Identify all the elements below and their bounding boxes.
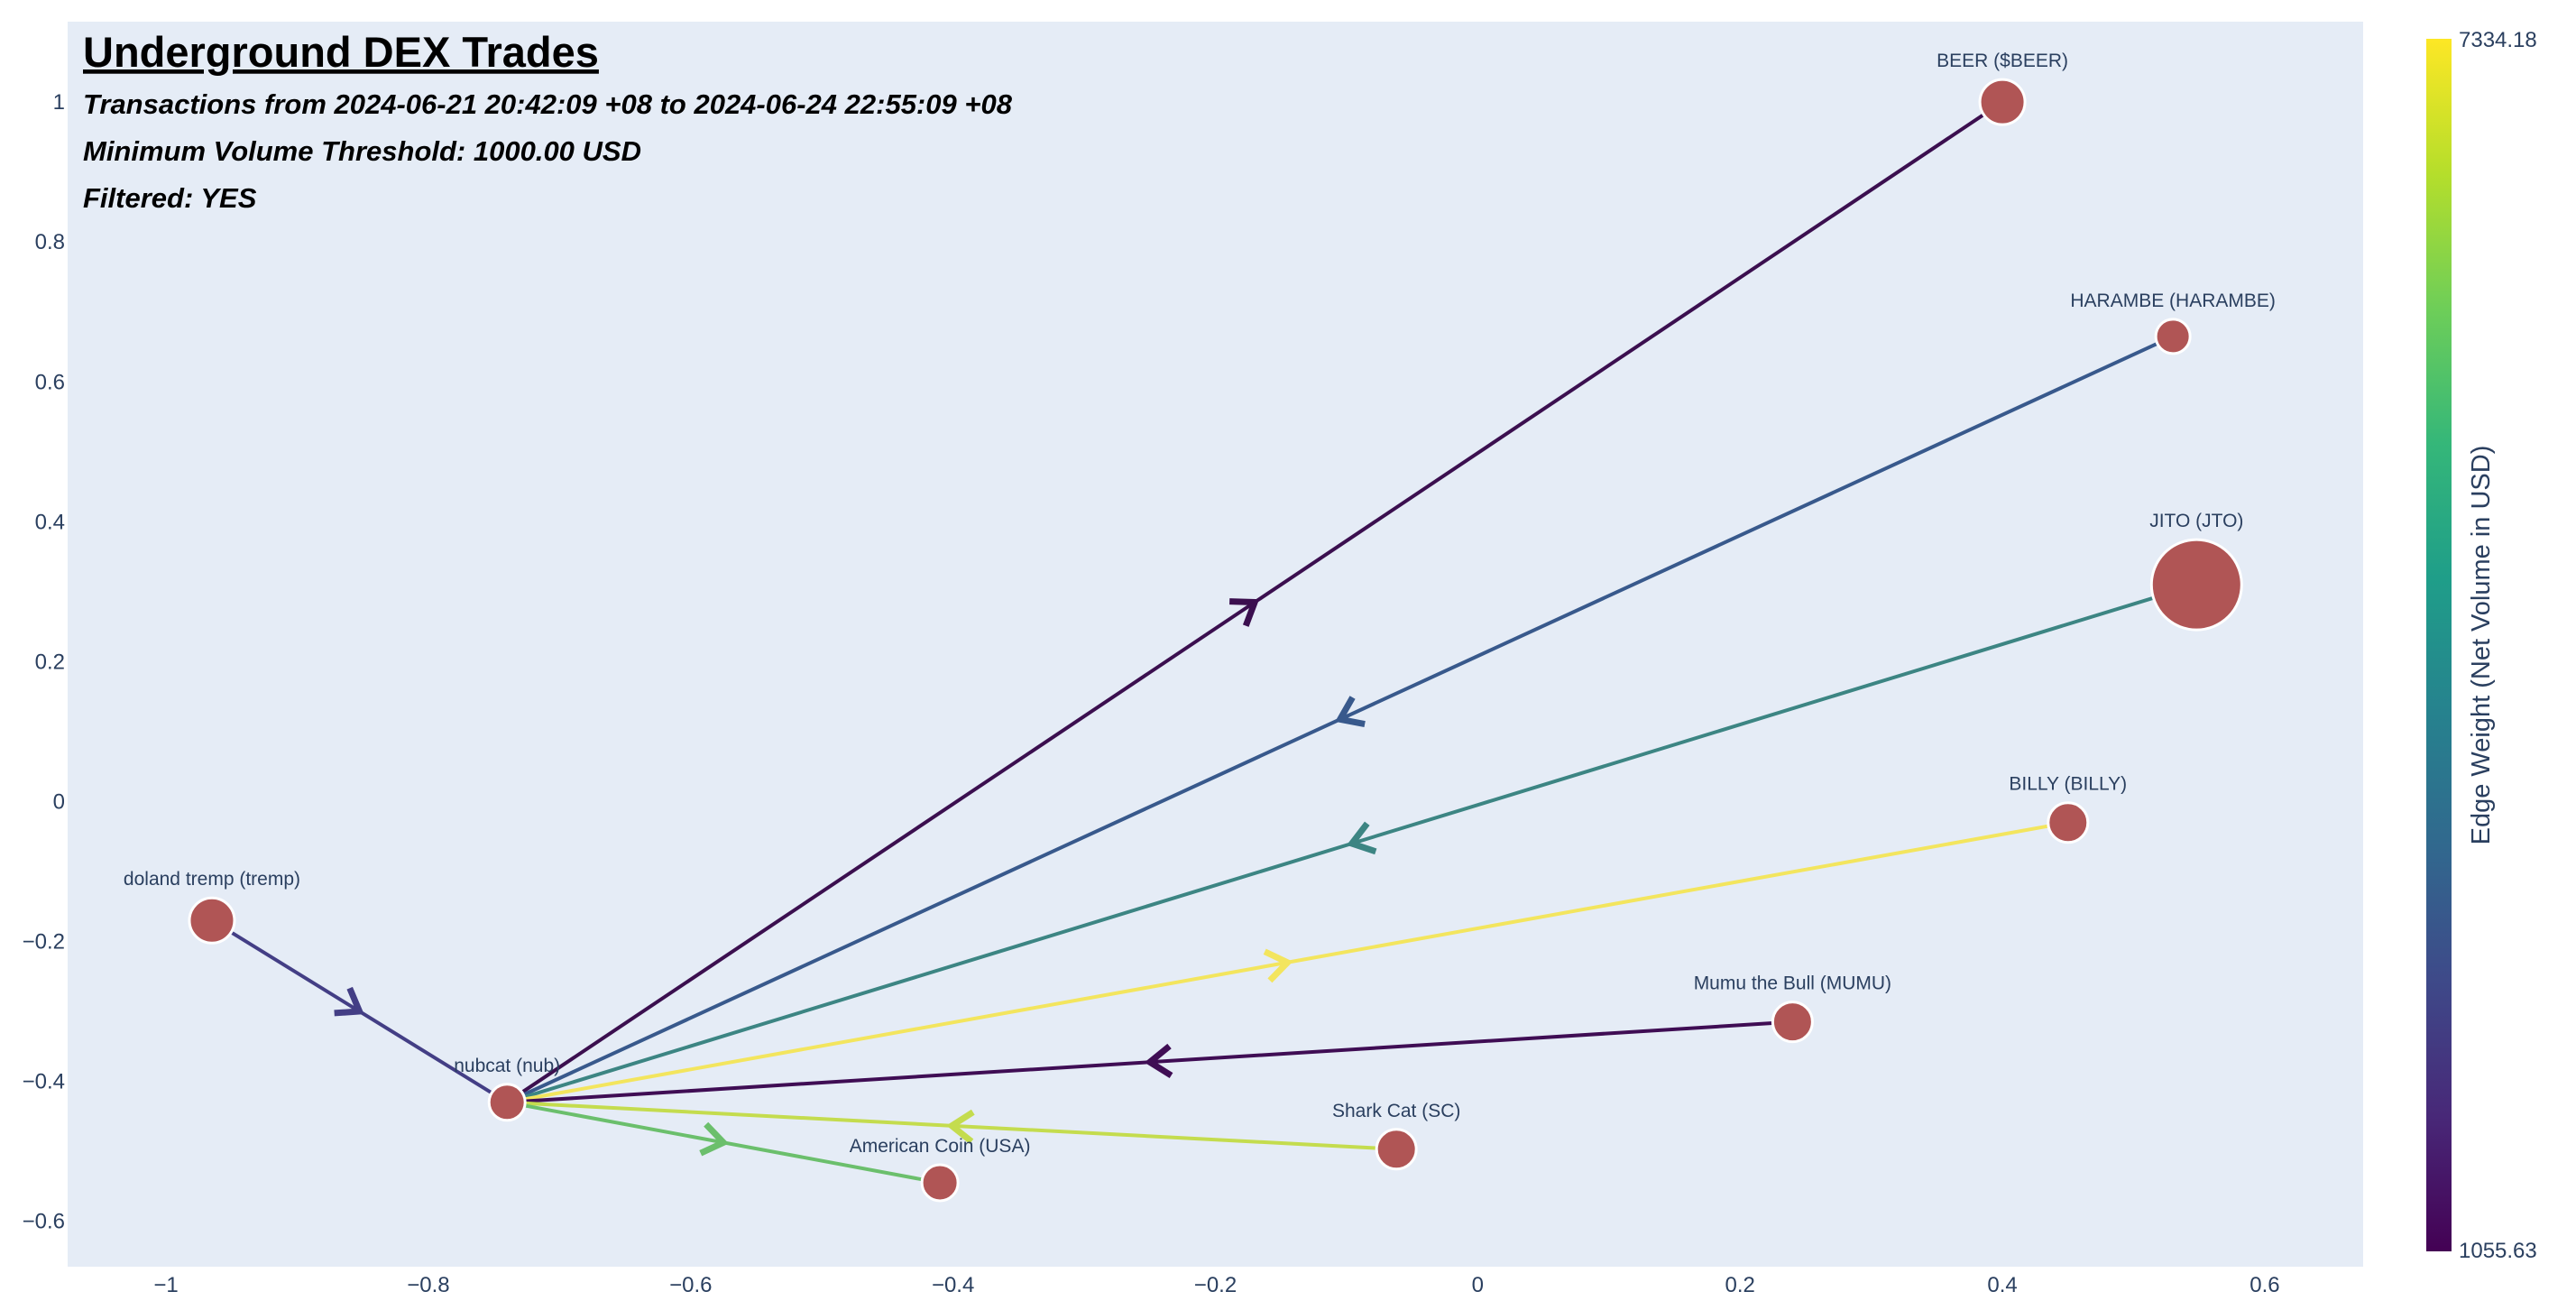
node-harambe[interactable] — [2154, 318, 2192, 355]
chart-subtitle-time-range: Transactions from 2024-06-21 20:42:09 +0… — [83, 88, 1013, 120]
y-axis-ticks: −0.6 −0.4 −0.2 0 0.2 0.4 0.6 0.8 1 — [23, 90, 65, 1233]
x-axis-ticks: −1 −0.8 −0.6 −0.4 −0.2 0 0.2 0.4 0.6 — [153, 1273, 2279, 1297]
x-tick-label: 0 — [1472, 1273, 1484, 1297]
y-tick-label: 0.8 — [35, 230, 65, 254]
node-mumu[interactable] — [1771, 1001, 1814, 1044]
x-tick-label: −0.2 — [1194, 1273, 1237, 1297]
node-sc[interactable] — [1375, 1128, 1418, 1171]
edge-arrow-mumu-nub — [1144, 1043, 1173, 1079]
chart-subtitle-threshold: Minimum Volume Threshold: 1000.00 USD — [83, 135, 641, 167]
y-tick-label: 0.6 — [35, 370, 65, 394]
y-tick-label: 0.2 — [35, 650, 65, 674]
x-tick-label: 0.4 — [1987, 1273, 2017, 1297]
colorbar-gradient — [2426, 39, 2452, 1251]
edges-layer — [210, 100, 2197, 1185]
colorbar-max-label: 7334.18 — [2459, 28, 2537, 52]
y-tick-label: 0.4 — [35, 510, 65, 534]
node-beer[interactable] — [1978, 78, 2027, 126]
node-label-tremp: doland tremp (tremp) — [124, 869, 300, 890]
node-label-beer: BEER ($BEER) — [1937, 51, 2068, 71]
chart-subtitle-filtered: Filtered: YES — [83, 182, 257, 214]
node-label-mumu: Mumu the Bull (MUMU) — [1694, 973, 1891, 994]
colorbar-min-label: 1055.63 — [2459, 1239, 2537, 1263]
y-tick-label: 0 — [53, 789, 65, 814]
y-tick-label: −0.4 — [23, 1070, 65, 1094]
edge-arrow-nub-billy — [1263, 948, 1293, 983]
node-usa[interactable] — [920, 1163, 960, 1203]
node-label-sc: Shark Cat (SC) — [1332, 1101, 1460, 1121]
node-label-harambe: HARAMBE (HARAMBE) — [2070, 291, 2276, 311]
node-nub[interactable] — [487, 1083, 527, 1122]
x-tick-label: −1 — [153, 1273, 178, 1297]
plot-background — [68, 22, 2363, 1267]
edge-arrow-sc-nub — [946, 1109, 975, 1144]
x-tick-label: 0.2 — [1725, 1273, 1755, 1297]
edge-arrow-nub-usa — [699, 1121, 730, 1157]
y-tick-label: −0.2 — [23, 929, 65, 954]
x-tick-label: −0.8 — [407, 1273, 449, 1297]
nodes-layer — [188, 78, 2243, 1203]
edge-arrow-jto-nub — [1346, 821, 1377, 855]
x-tick-label: 0.6 — [2249, 1273, 2279, 1297]
node-tremp[interactable] — [188, 896, 236, 945]
node-jto[interactable] — [2149, 538, 2243, 632]
node-label-billy: BILLY (BILLY) — [2009, 774, 2127, 795]
colorbar-title: Edge Weight (Net Volume in USD) — [2467, 446, 2496, 845]
node-label-usa: American Coin (USA) — [850, 1136, 1031, 1157]
x-tick-label: −0.6 — [669, 1273, 712, 1297]
node-labels-layer: nubcat (nub) doland tremp (tremp) BEER ($B… — [124, 51, 2276, 1157]
y-tick-label: 1 — [53, 90, 65, 115]
edge-arrow-tremp-nub — [334, 986, 364, 1017]
node-billy[interactable] — [2047, 801, 2090, 844]
node-label-jto: JITO (JTO) — [2149, 511, 2243, 531]
y-tick-label: −0.6 — [23, 1210, 65, 1234]
x-tick-label: −0.4 — [932, 1273, 974, 1297]
edge-arrow-nub-beer — [1229, 598, 1260, 627]
chart-title: Underground DEX Trades — [83, 28, 599, 76]
colorbar: 7334.18 1055.63 Edge Weight (Net Volume … — [2426, 28, 2537, 1263]
node-label-nub: nubcat (nub) — [454, 1056, 560, 1076]
edge-arrow-harambe-nub — [1335, 696, 1366, 728]
